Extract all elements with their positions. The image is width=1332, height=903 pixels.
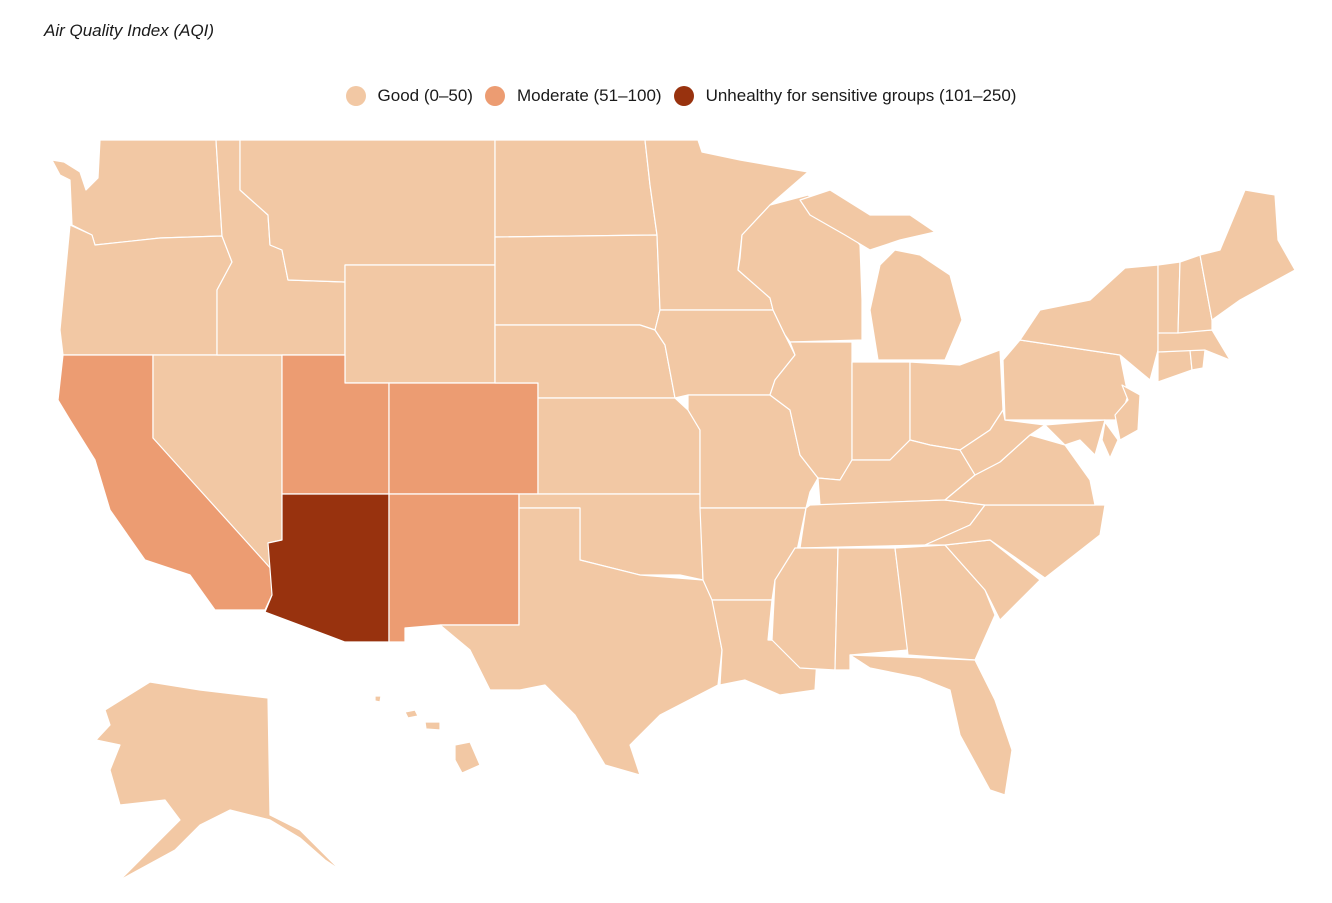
legend-item-moderate: Moderate (51–100) (484, 86, 662, 106)
state-florida[interactable] (849, 654, 1013, 796)
state-arizona[interactable] (264, 493, 390, 643)
state-north-carolina[interactable] (924, 504, 1106, 579)
state-wyoming[interactable] (344, 264, 496, 384)
state-michigan[interactable] (869, 249, 963, 361)
legend-label-moderate: Moderate (51–100) (516, 86, 662, 105)
legend-item-unhealthy: Unhealthy for sensitive groups (101–250) (673, 86, 1017, 106)
state-indiana[interactable] (851, 361, 911, 461)
legend: Good (0–50) Moderate (51–100) Unhealthy … (0, 86, 1332, 106)
state-oregon[interactable] (59, 224, 233, 356)
legend-item-good: Good (0–50) (345, 86, 473, 106)
state-south-dakota[interactable] (494, 234, 661, 331)
state-hawaii[interactable] (374, 695, 481, 774)
state-kansas[interactable] (537, 397, 701, 495)
legend-swatch-good (345, 86, 366, 106)
state-new-jersey[interactable] (1114, 384, 1141, 441)
map-title: Air Quality Index (AQI) (44, 21, 215, 40)
state-new-mexico[interactable] (388, 493, 520, 643)
state-connecticut[interactable] (1157, 349, 1193, 383)
state-delaware[interactable] (1101, 421, 1119, 459)
state-maryland[interactable] (1044, 419, 1106, 456)
state-north-dakota[interactable] (494, 139, 658, 238)
legend-label-unhealthy: Unhealthy for sensitive groups (101–250) (705, 86, 1017, 105)
state-wisconsin[interactable] (737, 194, 863, 343)
state-texas[interactable] (439, 507, 723, 776)
state-vermont[interactable] (1157, 261, 1181, 334)
state-michigan-up[interactable] (799, 189, 936, 251)
state-louisiana[interactable] (711, 599, 819, 696)
state-colorado[interactable] (388, 382, 539, 495)
legend-label-good: Good (0–50) (377, 86, 473, 105)
legend-swatch-unhealthy (673, 86, 694, 106)
state-maine[interactable] (1199, 189, 1296, 321)
state-rhode-island[interactable] (1189, 349, 1206, 371)
state-alaska[interactable] (95, 681, 341, 881)
legend-swatch-moderate (484, 86, 505, 106)
